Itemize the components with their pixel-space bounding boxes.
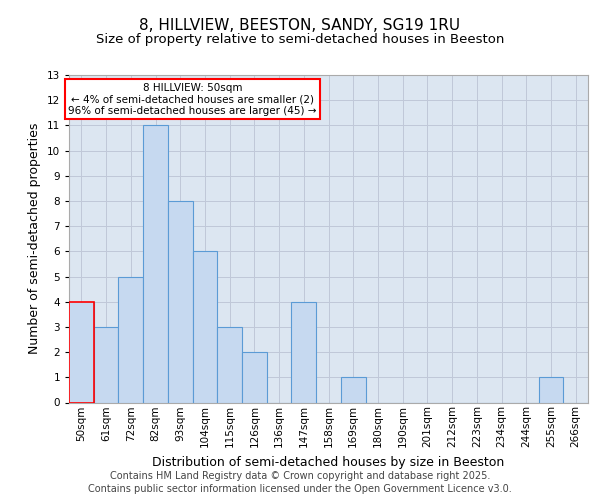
Y-axis label: Number of semi-detached properties: Number of semi-detached properties [28, 123, 41, 354]
Bar [193, 252, 217, 402]
Bar [341, 378, 365, 402]
Bar [143, 126, 168, 402]
Bar [217, 327, 242, 402]
Bar [94, 327, 118, 402]
Text: Contains HM Land Registry data © Crown copyright and database right 2025.: Contains HM Land Registry data © Crown c… [110, 471, 490, 481]
X-axis label: Distribution of semi-detached houses by size in Beeston: Distribution of semi-detached houses by … [152, 456, 505, 468]
Bar [168, 201, 193, 402]
Text: Contains public sector information licensed under the Open Government Licence v3: Contains public sector information licen… [88, 484, 512, 494]
Bar [242, 352, 267, 403]
Text: 8, HILLVIEW, BEESTON, SANDY, SG19 1RU: 8, HILLVIEW, BEESTON, SANDY, SG19 1RU [139, 18, 461, 32]
Bar [69, 302, 94, 402]
Text: 8 HILLVIEW: 50sqm
← 4% of semi-detached houses are smaller (2)
96% of semi-detac: 8 HILLVIEW: 50sqm ← 4% of semi-detached … [68, 82, 317, 116]
Bar [69, 302, 94, 402]
Bar [539, 378, 563, 402]
Text: Size of property relative to semi-detached houses in Beeston: Size of property relative to semi-detach… [96, 32, 504, 46]
Bar [292, 302, 316, 402]
Bar [118, 276, 143, 402]
